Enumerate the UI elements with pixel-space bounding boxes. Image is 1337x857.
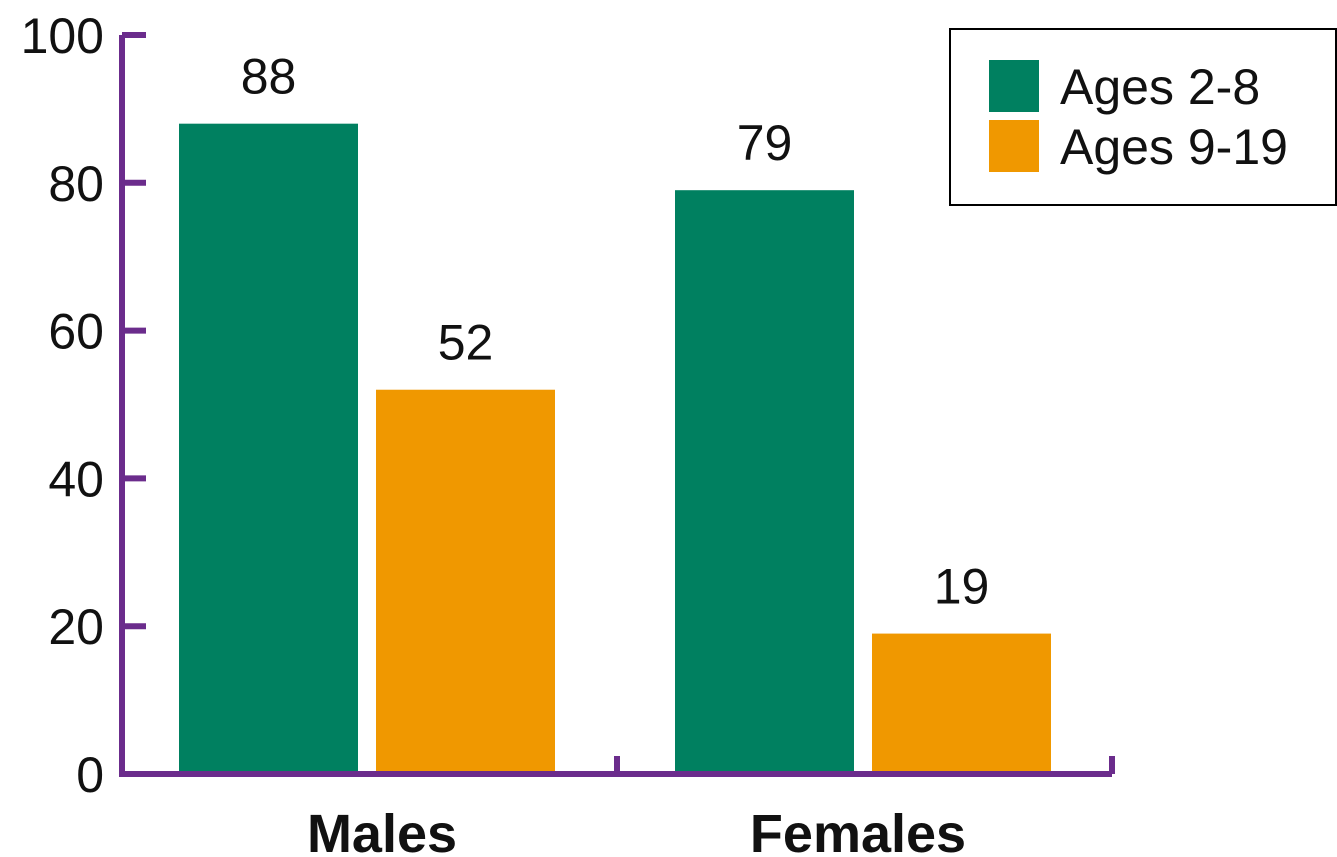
legend-swatch-series-2 [989, 120, 1039, 172]
legend-label-series-2: Ages 9-19 [1060, 119, 1288, 175]
bar-males-series-1 [179, 123, 358, 775]
data-label-females-series-2: 19 [934, 559, 990, 615]
axis-layer [119, 32, 1115, 777]
bar-females-series-1 [675, 190, 854, 774]
data-label-males-series-1: 88 [241, 49, 297, 105]
bar-males-series-2 [376, 389, 555, 774]
legend-swatch-series-1 [989, 60, 1039, 112]
y-tick-label-100: 100 [21, 8, 104, 64]
x-tick-label-males: Males [307, 804, 457, 857]
x-tick-label-females: Females [750, 804, 966, 857]
y-tick-label-0: 0 [76, 747, 104, 803]
label-layer: 88 79 52 19 0 20 40 60 80 100 Males Females [21, 8, 990, 857]
y-tick-label-80: 80 [48, 156, 104, 212]
y-tick-label-60: 60 [48, 304, 104, 360]
y-tick-label-20: 20 [48, 599, 104, 655]
bar-females-series-2 [872, 633, 1051, 774]
data-label-males-series-2: 52 [438, 315, 494, 371]
legend-box [949, 28, 1337, 206]
data-label-females-series-1: 79 [737, 115, 793, 171]
bars-layer [179, 123, 1051, 775]
y-tick-label-40: 40 [48, 451, 104, 507]
legend-label-series-1: Ages 2-8 [1060, 59, 1260, 115]
